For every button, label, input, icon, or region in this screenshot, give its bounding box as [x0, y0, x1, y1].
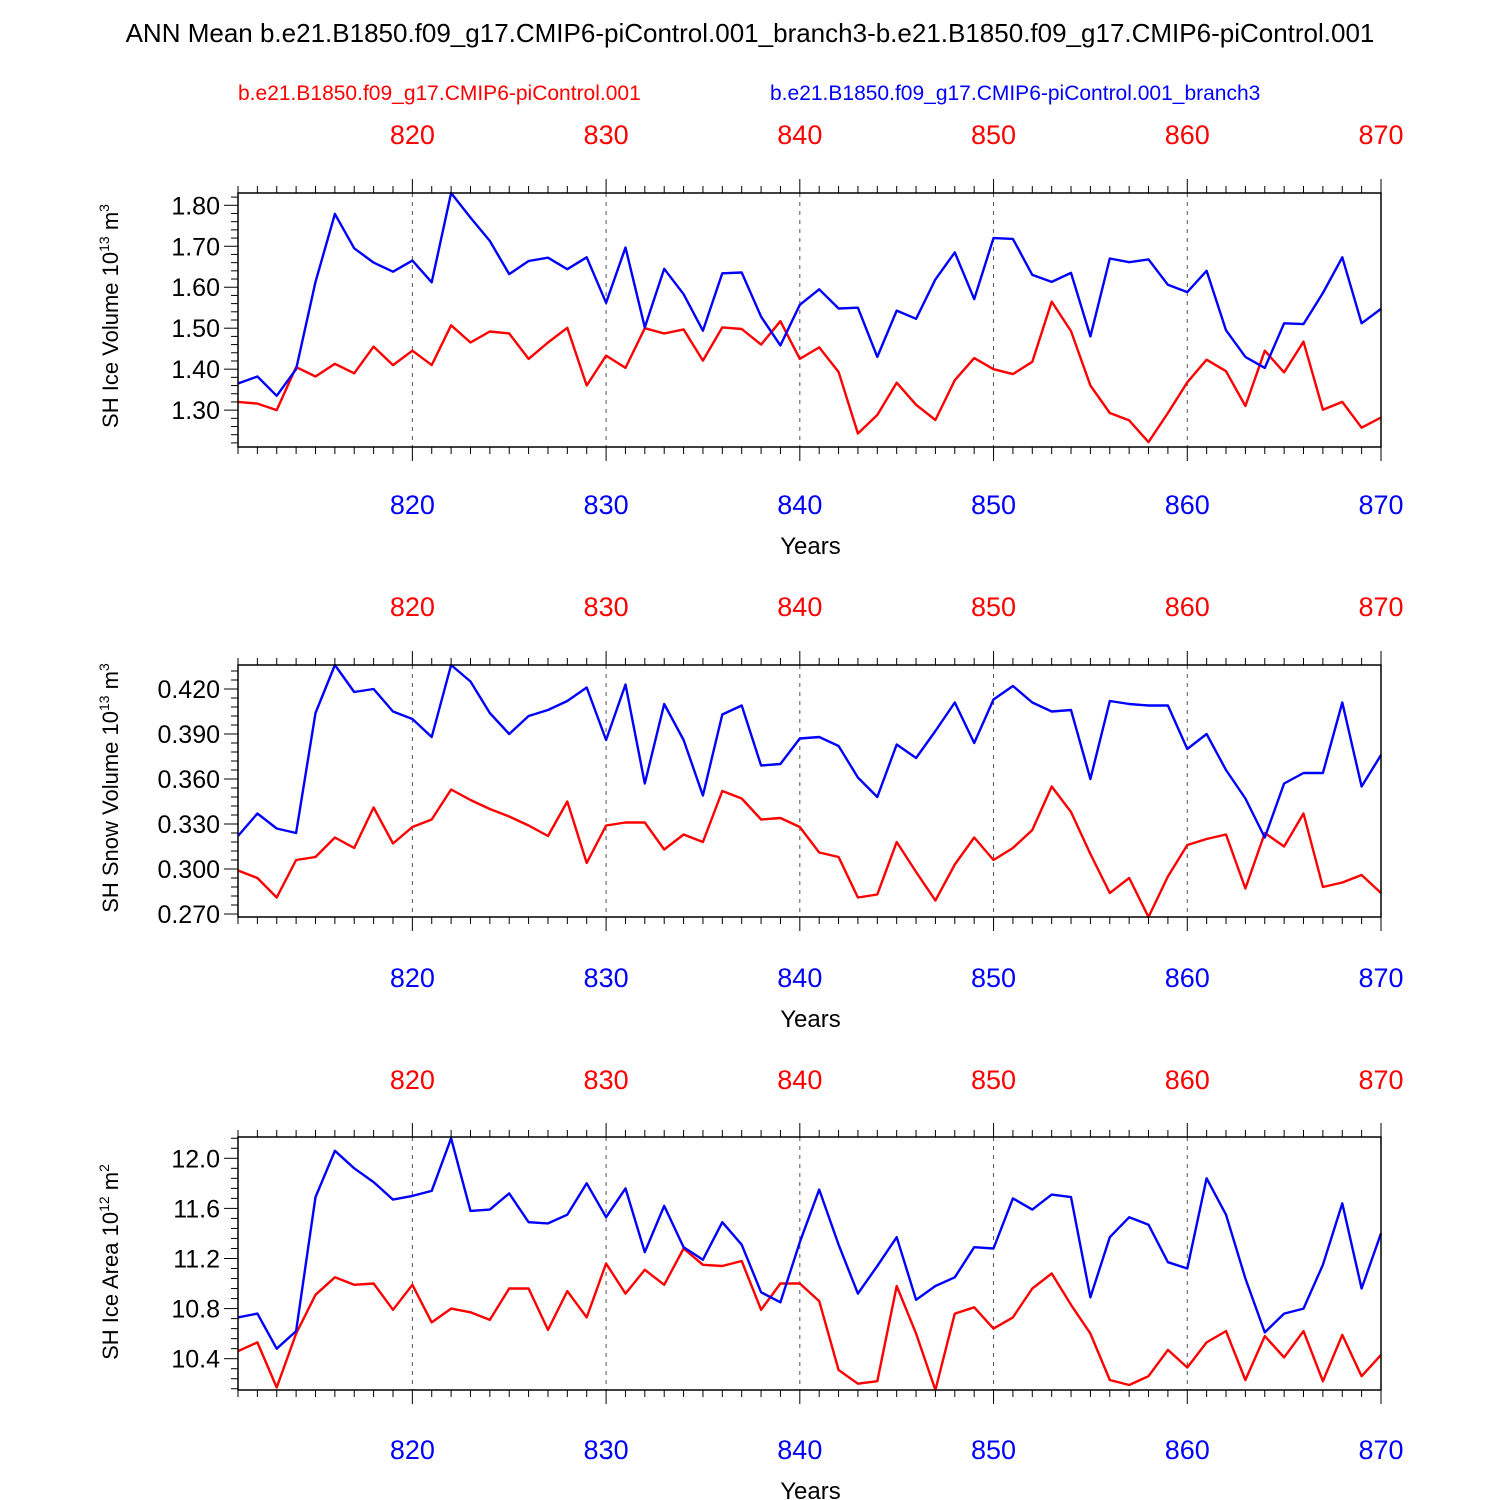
- x-tick-label-bottom: 860: [1165, 1435, 1210, 1465]
- x-tick-label-bottom: 820: [390, 490, 435, 520]
- x-tick-label-bottom: 840: [777, 1435, 822, 1465]
- x-tick-label-top: 850: [971, 592, 1016, 622]
- x-axis-label: Years: [780, 1006, 841, 1033]
- y-tick-label: 11.6: [173, 1195, 220, 1223]
- x-tick-label-top: 830: [584, 1065, 629, 1095]
- series-line-blue: [237, 663, 1383, 839]
- chart-title: ANN Mean b.e21.B1850.f09_g17.CMIP6-piCon…: [125, 18, 1375, 48]
- y-tick-label: 0.420: [157, 676, 220, 704]
- x-tick-label-top: 840: [777, 1065, 822, 1095]
- x-tick-label-top: 820: [390, 1065, 435, 1095]
- legend-red-series: b.e21.B1850.f09_g17.CMIP6-piControl.001: [238, 82, 641, 105]
- x-tick-label-bottom: 820: [390, 963, 435, 993]
- x-tick-label-bottom: 820: [390, 1435, 435, 1465]
- series-line-red: [237, 300, 1382, 444]
- series-line-blue: [237, 1137, 1383, 1350]
- y-axis-label: SH Ice Area 1012 m2: [96, 1164, 123, 1360]
- y-tick-label: 1.80: [171, 192, 220, 220]
- series-line-red: [237, 785, 1382, 919]
- x-tick-label-bottom: 850: [971, 963, 1016, 993]
- x-tick-label-top: 870: [1358, 592, 1403, 622]
- x-tick-label-top: 850: [971, 1065, 1016, 1095]
- x-axis-label: Years: [780, 533, 841, 560]
- y-tick-label: 0.360: [157, 766, 220, 794]
- panel-3: 10.4 10.8 11.2 11.6 12.0 820 820 830 830 840 840 85…: [96, 1065, 1404, 1500]
- legend-blue-series: b.e21.B1850.f09_g17.CMIP6-piControl.001_…: [770, 82, 1261, 105]
- x-tick-label-bottom: 850: [971, 490, 1016, 520]
- series-line-blue: [237, 191, 1382, 397]
- panel-1: 1.30 1.40 1.50 1.60 1.70 1.80 820 820 830 830 840 8…: [96, 120, 1404, 560]
- x-tick-label-top: 850: [971, 120, 1016, 150]
- x-tick-label-top: 860: [1165, 1065, 1210, 1095]
- x-tick-label-bottom: 830: [584, 963, 629, 993]
- y-tick-label: 0.390: [157, 721, 220, 749]
- x-tick-label-top: 860: [1165, 592, 1210, 622]
- y-axis-label: SH Ice Volume 1013 m3: [96, 204, 123, 428]
- x-tick-label-top: 840: [777, 592, 822, 622]
- y-tick-label: 1.50: [171, 315, 220, 343]
- x-tick-label-bottom: 870: [1358, 963, 1403, 993]
- y-tick-label: 0.330: [157, 811, 220, 839]
- x-tick-label-bottom: 840: [777, 490, 822, 520]
- x-tick-label-top: 870: [1358, 120, 1403, 150]
- y-tick-label: 10.8: [171, 1296, 220, 1324]
- x-tick-label-top: 860: [1165, 120, 1210, 150]
- plot-frame: [237, 664, 1382, 918]
- x-tick-label-bottom: 850: [971, 1435, 1016, 1465]
- x-tick-label-bottom: 830: [584, 1435, 629, 1465]
- y-tick-label: 11.2: [173, 1245, 220, 1273]
- panel-2: 0.270 0.300 0.330 0.360 0.390 0.420 820 820 830 8…: [96, 592, 1404, 1033]
- y-tick-label: 10.4: [171, 1346, 220, 1374]
- y-tick-label: 1.70: [171, 233, 220, 261]
- x-tick-label-bottom: 840: [777, 963, 822, 993]
- x-tick-label-top: 870: [1358, 1065, 1403, 1095]
- y-tick-label: 1.40: [171, 356, 220, 384]
- x-tick-label-top: 830: [584, 592, 629, 622]
- x-axis-label: Years: [780, 1478, 841, 1500]
- y-tick-label: 1.30: [171, 397, 220, 425]
- x-tick-label-bottom: 830: [584, 490, 629, 520]
- x-tick-label-top: 820: [390, 592, 435, 622]
- x-tick-label-top: 820: [390, 120, 435, 150]
- y-axis-label: SH Snow Volume 1013 m3: [96, 663, 123, 913]
- x-tick-label-top: 840: [777, 120, 822, 150]
- x-tick-label-bottom: 860: [1165, 490, 1210, 520]
- x-tick-label-bottom: 870: [1358, 490, 1403, 520]
- y-tick-label: 0.270: [157, 901, 220, 929]
- series-line-red: [237, 1247, 1382, 1392]
- x-tick-label-top: 830: [584, 120, 629, 150]
- x-tick-label-bottom: 870: [1358, 1435, 1403, 1465]
- plot-frame: [237, 192, 1382, 448]
- x-tick-label-bottom: 860: [1165, 963, 1210, 993]
- plot-frame: [237, 1136, 1382, 1391]
- y-tick-label: 12.0: [171, 1145, 220, 1173]
- y-tick-label: 1.60: [171, 274, 220, 302]
- y-tick-label: 0.300: [157, 856, 220, 884]
